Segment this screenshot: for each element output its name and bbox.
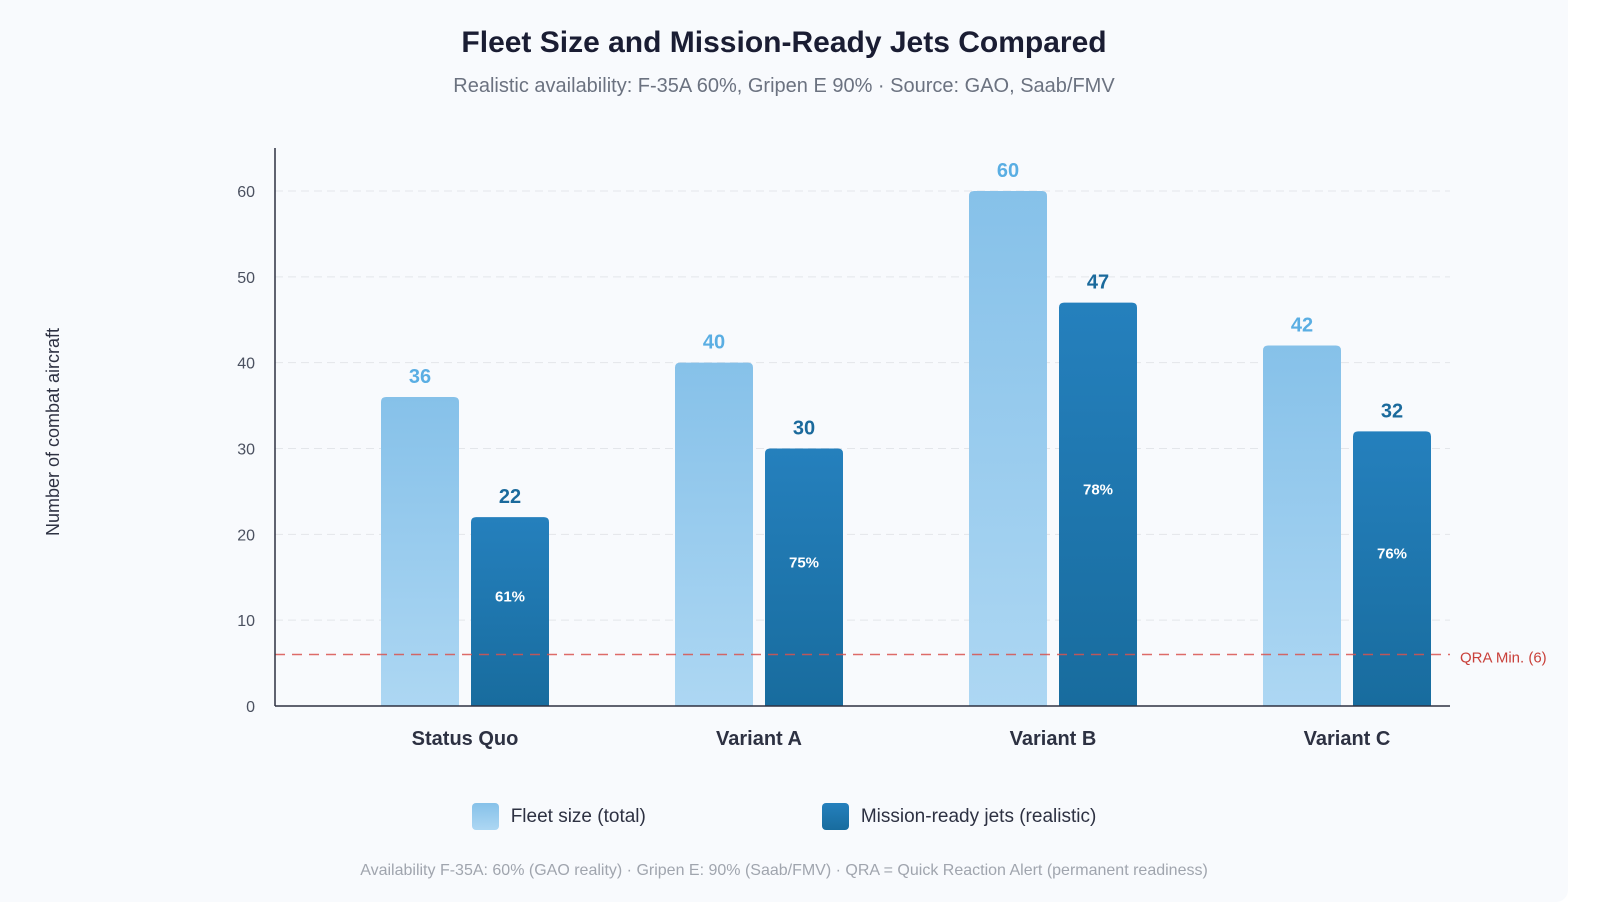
data-label: 36	[409, 366, 431, 388]
y-tick-label: 50	[237, 270, 255, 287]
y-axis-label: Number of combat aircraft	[43, 328, 63, 536]
bar-mission-ready[interactable]	[1353, 431, 1431, 706]
qra-reference-label: QRA Min. (6)	[1460, 650, 1547, 667]
legend-label: Mission-ready jets (realistic)	[860, 805, 1097, 827]
x-tick-label: Status Quo	[412, 728, 519, 750]
y-tick-label: 40	[237, 356, 255, 373]
legend-swatch	[821, 803, 849, 830]
availability-label: 75%	[789, 554, 819, 571]
data-label: 30	[793, 418, 815, 440]
data-label: 22	[499, 486, 521, 508]
legend-item-fleet[interactable]: Fleet size (total)	[471, 803, 646, 830]
y-tick-label: 30	[237, 442, 255, 459]
data-label: 42	[1291, 315, 1313, 337]
legend-label: Fleet size (total)	[510, 805, 646, 827]
availability-label: 78%	[1083, 481, 1113, 498]
bar-mission-ready[interactable]	[471, 517, 549, 706]
footnote: Availability F-35A: 60% (GAO reality) · …	[360, 862, 1208, 879]
bar-mission-ready[interactable]	[1059, 302, 1137, 706]
y-tick-label: 60	[237, 184, 255, 201]
chart-subtitle: Realistic availability: F-35A 60%, Gripe…	[453, 75, 1115, 97]
bar-fleet-size[interactable]	[675, 362, 753, 706]
legend-swatch	[471, 803, 499, 830]
y-tick-label: 20	[237, 527, 255, 544]
bar-mission-ready[interactable]	[765, 448, 843, 707]
legend: Fleet size (total) Mission-ready jets (r…	[0, 803, 1568, 830]
bar-fleet-size[interactable]	[1263, 345, 1341, 707]
y-tick-label: 10	[237, 613, 255, 630]
data-label: 40	[703, 332, 725, 354]
availability-label: 61%	[495, 589, 525, 606]
bar-fleet-size[interactable]	[381, 397, 459, 706]
bar-fleet-size[interactable]	[969, 191, 1047, 706]
chart-title: Fleet Size and Mission-Ready Jets Compar…	[461, 26, 1107, 59]
x-tick-label: Variant C	[1304, 728, 1391, 750]
data-label: 47	[1087, 272, 1109, 294]
x-tick-label: Variant A	[716, 728, 802, 750]
availability-label: 76%	[1377, 546, 1407, 563]
data-label: 60	[997, 160, 1019, 182]
data-label: 32	[1381, 400, 1403, 422]
legend-item-mission-ready[interactable]: Mission-ready jets (realistic)	[821, 803, 1097, 830]
y-tick-label: 0	[246, 699, 255, 716]
x-tick-label: Variant B	[1010, 728, 1097, 750]
